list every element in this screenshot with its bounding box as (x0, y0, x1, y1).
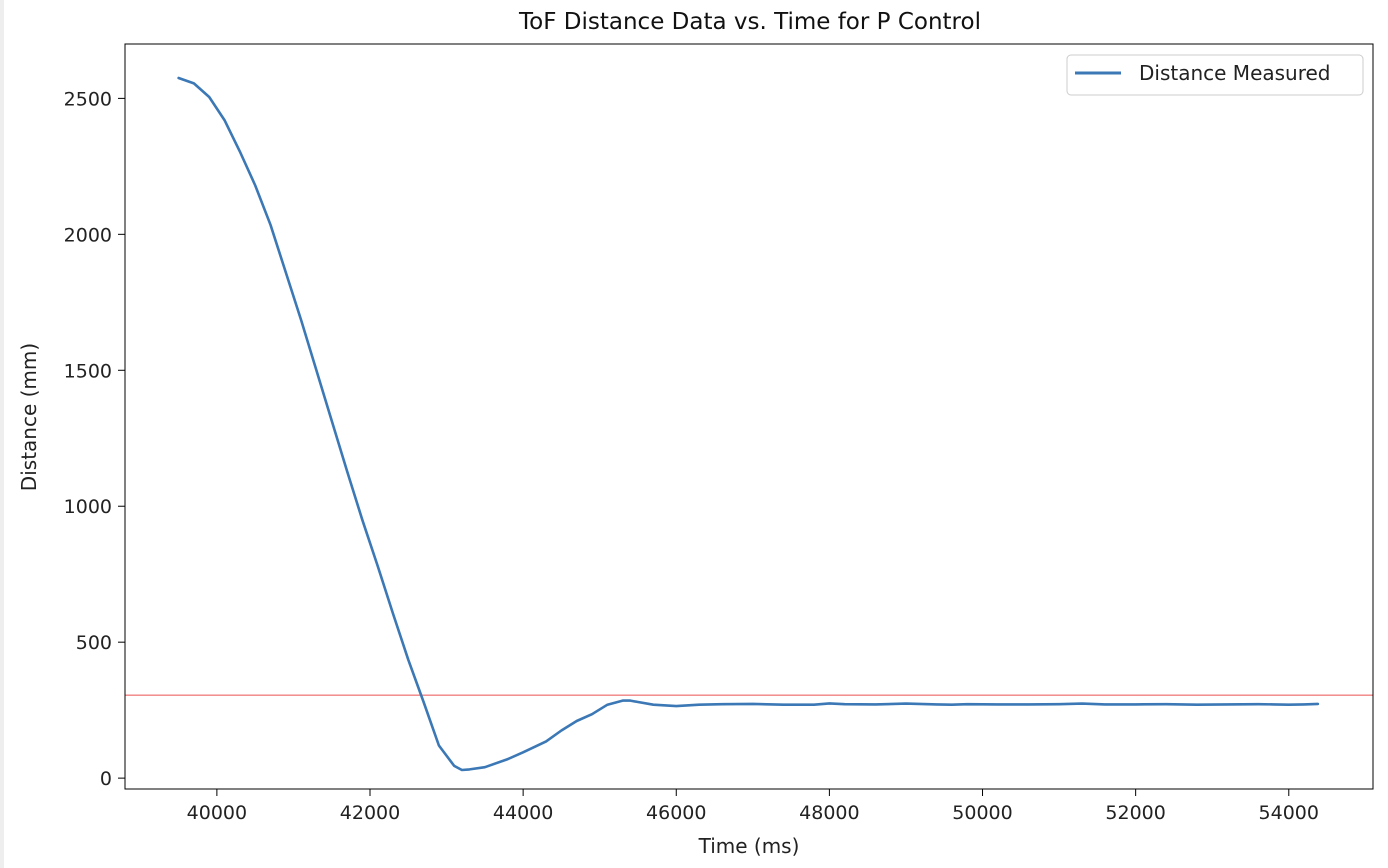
x-axis: 40000 42000 44000 46000 48000 50000 52000 54000 (187, 789, 1319, 824)
plot-area (125, 44, 1373, 789)
x-tick-label: 42000 (340, 802, 400, 824)
plot-frame (124, 43, 1374, 790)
y-tick-label: 1000 (64, 496, 112, 518)
y-tick-label: 2500 (64, 88, 112, 110)
legend-box (1066, 54, 1364, 96)
x-tick-label: 50000 (952, 802, 1012, 824)
left-border (0, 0, 4, 868)
x-axis-label: Time (ms) (698, 834, 800, 858)
legend: Distance Measured (1066, 54, 1364, 96)
series-line (177, 76, 1320, 772)
x-tick-label: 52000 (1105, 802, 1165, 824)
y-tick-label: 1500 (64, 360, 112, 382)
y-tick-label: 0 (100, 768, 112, 790)
chart-title: ToF Distance Data vs. Time for P Control (518, 9, 981, 35)
y-tick-label: 500 (76, 632, 112, 654)
x-tick-label: 48000 (799, 802, 859, 824)
x-tick-label: 46000 (646, 802, 706, 824)
legend-label: Distance Measured (1139, 61, 1331, 85)
y-axis: 0 500 1000 1500 2000 2500 (64, 88, 125, 790)
x-tick-label: 54000 (1259, 802, 1319, 824)
y-axis-label: Distance (mm) (17, 343, 41, 491)
x-tick-label: 40000 (187, 802, 247, 824)
y-tick-label: 2000 (64, 224, 112, 246)
x-tick-label: 44000 (493, 802, 553, 824)
series-layer (177, 76, 1320, 772)
